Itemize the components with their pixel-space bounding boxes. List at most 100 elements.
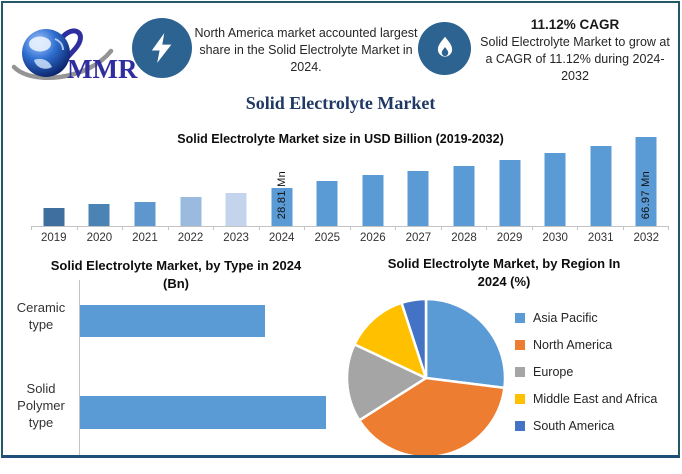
cagr-value: 11.12% CAGR (479, 16, 671, 33)
mmr-logo: MMR (9, 15, 143, 89)
infographic-canvas: MMR North America market accounted large… (0, 0, 682, 474)
region-chart-title: Solid Electrolyte Market, by Region In 2… (348, 255, 660, 291)
bar-2028 (453, 166, 474, 226)
bar-2030 (545, 153, 566, 226)
legend-swatch (515, 340, 525, 350)
x-axis-label-2029: 2029 (487, 232, 533, 244)
legend-label: Middle East and Africa (533, 392, 657, 406)
legend-label: South America (533, 419, 614, 433)
x-axis-label-2023: 2023 (213, 232, 259, 244)
x-axis-label-2028: 2028 (441, 232, 487, 244)
legend-item-north-america: North America (515, 338, 657, 351)
axis-tick (305, 227, 351, 230)
legend-item-asia-pacific: Asia Pacific (515, 311, 657, 324)
axis-tick (578, 227, 624, 230)
legend-swatch (515, 313, 525, 323)
market-size-bar-chart: 28.81 Mn 66.97 Mn (31, 137, 669, 226)
axis-tick (442, 227, 488, 230)
bar-column-2027 (396, 137, 442, 226)
bar-2031 (590, 146, 611, 226)
x-axis-line (31, 226, 669, 230)
bar-column-2022 (168, 137, 214, 226)
x-axis-label-2022: 2022 (168, 232, 214, 244)
page-title: Solid Electrolyte Market (3, 93, 678, 114)
bar-2022 (180, 197, 201, 226)
region-pie-chart (344, 296, 508, 458)
highlight-cagr: 11.12% CAGR Solid Electrolyte Market to … (479, 16, 671, 85)
pie-slice-asia-pacific (426, 299, 505, 388)
axis-tick (78, 227, 124, 230)
bar-column-2026 (350, 137, 396, 226)
axis-tick (123, 227, 169, 230)
legend-swatch (515, 421, 525, 431)
x-axis-label-2025: 2025 (304, 232, 350, 244)
bar-column-2021 (122, 137, 168, 226)
bar-column-2032: 66.97 Mn (624, 137, 670, 226)
type-category-label: Solid Polymer type (5, 380, 77, 431)
type-chart-title-line2: (Bn) (33, 275, 319, 293)
type-bar-ceramic (80, 305, 265, 337)
bar-2026 (362, 175, 383, 226)
bar-2019 (43, 208, 64, 226)
bar-column-2020 (77, 137, 123, 226)
x-axis-label-2020: 2020 (77, 232, 123, 244)
x-axis-label-2019: 2019 (31, 232, 77, 244)
axis-tick (214, 227, 260, 230)
type-chart-title: Solid Electrolyte Market, by Type in 202… (33, 257, 319, 293)
lightning-icon (145, 31, 179, 65)
type-bar-solid-polymer (80, 396, 326, 429)
bar-column-2024: 28.81 Mn (259, 137, 305, 226)
bar-column-2023 (213, 137, 259, 226)
axis-tick (169, 227, 215, 230)
legend-swatch (515, 394, 525, 404)
bar-column-2030 (532, 137, 578, 226)
type-chart-title-line1: Solid Electrolyte Market, by Type in 202… (33, 257, 319, 275)
x-axis-label-2031: 2031 (578, 232, 624, 244)
legend-label: Europe (533, 365, 573, 379)
axis-tick (624, 227, 670, 230)
mmr-logo-text: MMR (67, 54, 138, 84)
bar-column-2025 (304, 137, 350, 226)
x-axis-label-2030: 2030 (532, 232, 578, 244)
bar-2029 (499, 160, 520, 226)
region-chart-title-line1: Solid Electrolyte Market, by Region In (348, 255, 660, 273)
cagr-text: Solid Electrolyte Market to grow at a CA… (479, 34, 671, 85)
bar-2027 (408, 171, 429, 226)
bar-column-2028 (441, 137, 487, 226)
x-axis-label-2027: 2027 (396, 232, 442, 244)
region-chart-title-line2: 2024 (%) (348, 273, 660, 291)
legend-label: North America (533, 338, 612, 352)
bar-2025 (317, 181, 338, 226)
axis-tick (487, 227, 533, 230)
bar-2021 (134, 202, 155, 226)
x-axis-label-2026: 2026 (350, 232, 396, 244)
axis-tick (396, 227, 442, 230)
lightning-icon-circle (132, 18, 192, 78)
axis-tick (351, 227, 397, 230)
infographic-frame: MMR North America market accounted large… (1, 1, 680, 458)
bar-column-2019 (31, 137, 77, 226)
legend-item-middle-east-and-africa: Middle East and Africa (515, 392, 657, 405)
legend-swatch (515, 367, 525, 377)
bar-column-2029 (487, 137, 533, 226)
bar-2020 (89, 204, 110, 226)
flame-icon-circle (418, 22, 471, 75)
legend-item-south-america: South America (515, 419, 657, 432)
legend-item-europe: Europe (515, 365, 657, 378)
region-legend: Asia Pacific North America Europe Middle Ea… (515, 311, 657, 446)
bar-value-label-2032: 66.97 Mn (640, 171, 652, 219)
x-axis-label-2021: 2021 (122, 232, 168, 244)
x-axis-labels: 2019202020212022202320242025202620272028… (31, 232, 669, 244)
axis-tick (31, 227, 78, 230)
bar-column-2031 (578, 137, 624, 226)
bar-value-label-2024: 28.81 Mn (276, 171, 288, 219)
highlight-north-america-text: North America market accounted largest s… (193, 25, 419, 76)
legend-label: Asia Pacific (533, 311, 598, 325)
x-axis-label-2032: 2032 (624, 232, 670, 244)
axis-tick (533, 227, 579, 230)
x-axis-label-2024: 2024 (259, 232, 305, 244)
flame-icon (430, 34, 460, 64)
axis-tick (260, 227, 306, 230)
type-category-label: Ceramic type (5, 299, 77, 333)
bar-2023 (226, 193, 247, 226)
